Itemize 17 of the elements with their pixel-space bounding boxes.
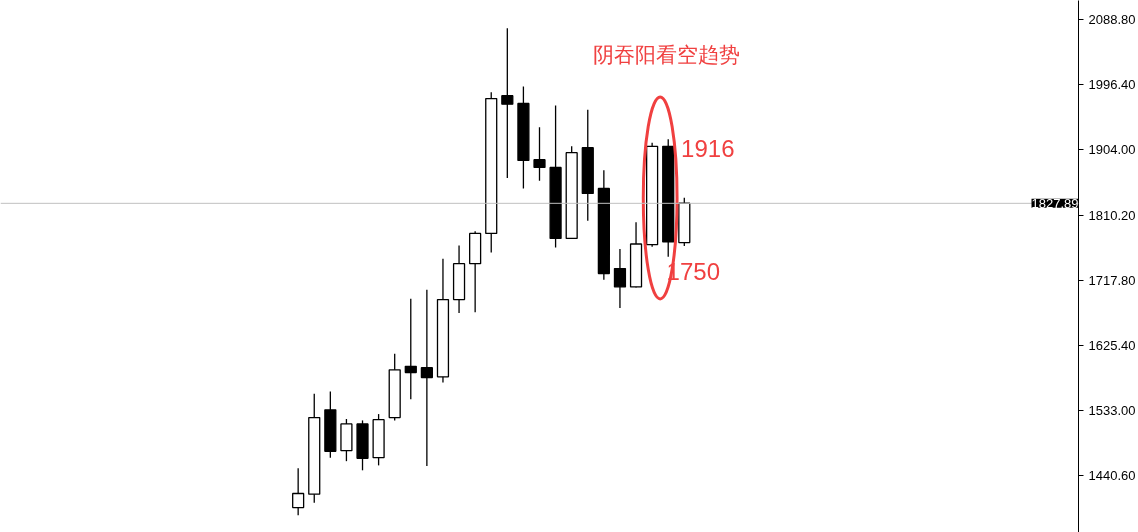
candlestick xyxy=(420,289,433,467)
annotation: 1916 xyxy=(681,135,735,163)
y-tick-label: 1440.60 xyxy=(1088,468,1136,484)
y-tick-label: 1996.40 xyxy=(1088,77,1136,93)
ref-line-label: 1827.89 xyxy=(1031,195,1079,211)
y-tick-label: 1810.20 xyxy=(1088,208,1136,224)
text: 阴吞阳看空趋势 xyxy=(592,42,740,67)
y-tick-label: 1625.40 xyxy=(1088,338,1136,354)
y-tick-label: 2088.80 xyxy=(1088,12,1136,28)
candlestick xyxy=(404,298,417,400)
y-tick-label: 1533.00 xyxy=(1088,403,1136,419)
candlestick xyxy=(501,27,514,179)
candlestick xyxy=(613,248,627,309)
candlestick xyxy=(533,126,546,182)
candlestick xyxy=(292,467,305,516)
y-tick-label: 1717.80 xyxy=(1088,273,1136,289)
y-tick-label: 1904.00 xyxy=(1088,142,1136,158)
